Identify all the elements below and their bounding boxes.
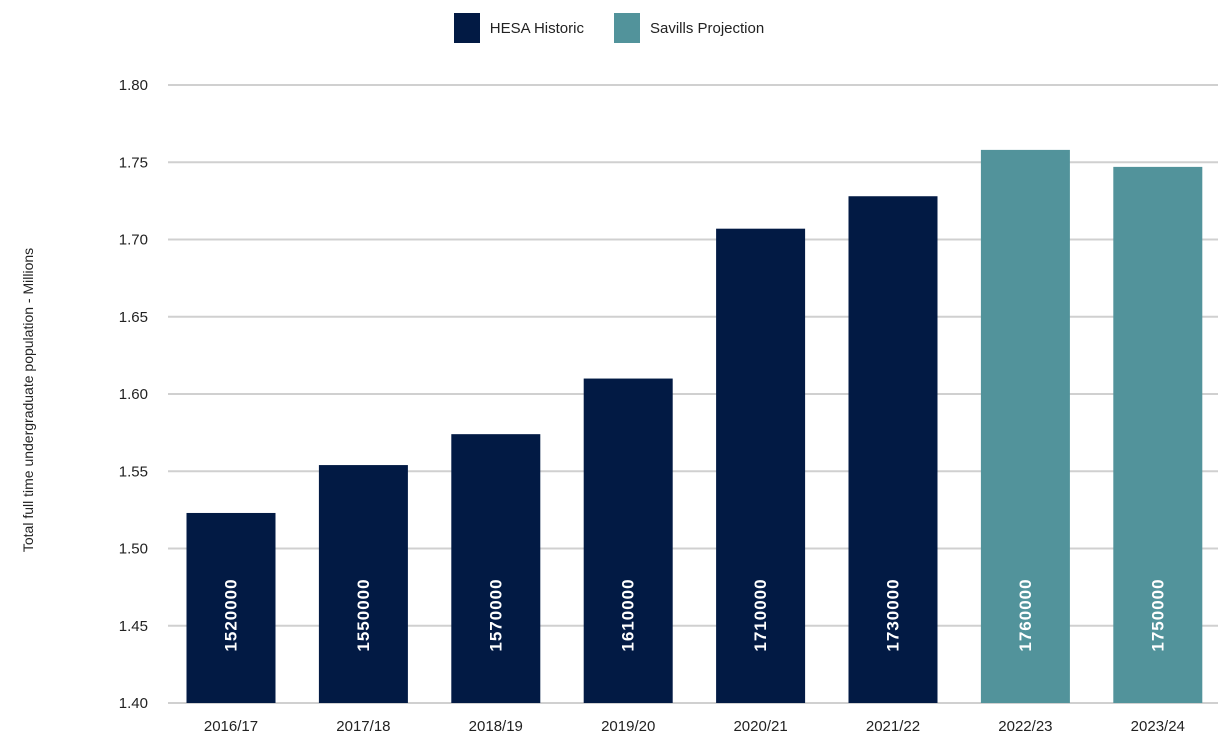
bar-2023-24 (1113, 166, 1203, 703)
x-axis-ticks: 2016/17 2017/18 2018/19 2019/20 2020/21 2021/… (204, 718, 1185, 735)
bars (186, 149, 1203, 704)
x-tick-label: 2020/21 (733, 718, 787, 735)
legend-item-savills-projection: Savills Projection (613, 13, 765, 43)
bar-2020-21 (716, 228, 806, 703)
bar-2017-18 (318, 465, 408, 703)
bar-data-label: 1730000 (884, 578, 903, 651)
bar-2016-17 (186, 512, 276, 703)
legend-swatch-savills-projection (613, 13, 640, 43)
x-tick-label: 2022/23 (998, 718, 1052, 735)
legend-swatch-hesa-historic (453, 13, 480, 43)
x-tick-label: 2021/22 (866, 718, 920, 735)
y-tick-label: 1.60 (119, 386, 148, 403)
x-tick-label: 2019/20 (601, 718, 655, 735)
y-axis-label: Total full time undergraduate population… (20, 248, 36, 552)
bar-2022-23 (980, 149, 1070, 703)
bar-data-label: 1520000 (222, 578, 241, 651)
bar-data-label: 1710000 (751, 578, 770, 651)
y-tick-label: 1.40 (119, 695, 148, 712)
bar-2021-22 (848, 196, 938, 704)
bar-data-labels: 1520000 1550000 1570000 1610000 1710000 17300… (222, 578, 1168, 651)
y-tick-label: 1.55 (119, 463, 148, 480)
legend-label-hesa-historic: HESA Historic (489, 19, 584, 37)
x-tick-label: 2023/24 (1131, 718, 1185, 735)
y-tick-label: 1.65 (119, 309, 148, 326)
legend-label-savills-projection: Savills Projection (649, 19, 765, 37)
y-tick-label: 1.50 (119, 541, 148, 558)
y-tick-label: 1.80 (119, 77, 148, 94)
bar-data-label: 1550000 (354, 578, 373, 651)
y-axis-ticks: 1.40 1.45 1.50 1.55 1.60 1.65 1.70 1.75 1.80 (119, 77, 148, 712)
x-tick-label: 2017/18 (336, 718, 390, 735)
chart-legend: HESA Historic Savills Projection (0, 13, 1218, 43)
bar-data-label: 1570000 (486, 578, 505, 651)
bar-2019-20 (583, 378, 673, 703)
y-tick-label: 1.75 (119, 154, 148, 171)
x-tick-label: 2016/17 (204, 718, 258, 735)
bar-data-label: 1760000 (1016, 578, 1035, 651)
bar-data-label: 1750000 (1148, 578, 1167, 651)
legend-item-hesa-historic: HESA Historic (453, 13, 584, 43)
x-tick-label: 2018/19 (469, 718, 523, 735)
y-tick-label: 1.70 (119, 232, 148, 249)
bar-data-label: 1610000 (619, 578, 638, 651)
bar-2018-19 (451, 434, 541, 703)
y-tick-label: 1.45 (119, 618, 148, 635)
